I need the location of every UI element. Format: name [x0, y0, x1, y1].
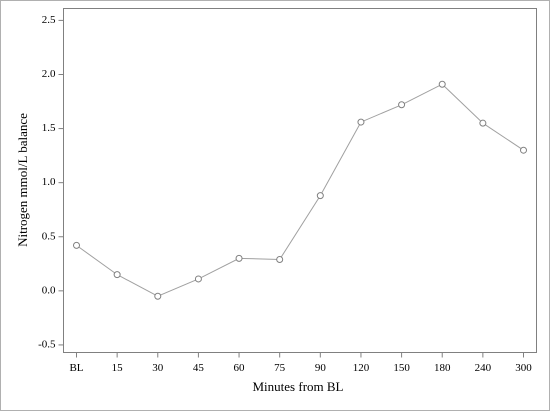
marker [398, 101, 406, 109]
marker [357, 118, 365, 126]
x-tick-label: 240 [475, 362, 492, 374]
marker [479, 119, 487, 127]
x-tick-label: 150 [393, 362, 410, 374]
x-tick-label: 15 [112, 362, 124, 374]
y-tick-label: -0.5 [38, 338, 56, 350]
marker [438, 80, 446, 88]
marker [235, 254, 243, 262]
plot-frame [63, 8, 537, 353]
x-tick-label: 45 [193, 362, 205, 374]
marker [276, 255, 284, 263]
marker [316, 192, 324, 200]
x-tick-label: 120 [353, 362, 370, 374]
x-tick-label: 300 [515, 362, 532, 374]
marker [154, 292, 162, 300]
marker [113, 271, 121, 279]
marker [194, 275, 202, 283]
y-tick-label: 2.0 [42, 68, 56, 80]
x-tick-label: 60 [234, 362, 246, 374]
x-tick-label: 180 [434, 362, 451, 374]
x-tick-label: BL [69, 362, 83, 374]
x-tick-label: 30 [152, 362, 164, 374]
y-tick-label: 1.5 [42, 122, 56, 134]
marker [73, 241, 80, 249]
x-tick-label: 90 [315, 362, 327, 374]
y-tick-label: 0.5 [42, 230, 56, 242]
x-axis-label: Minutes from BL [253, 379, 344, 394]
y-tick-label: 1.0 [42, 176, 56, 188]
x-tick-label: 75 [274, 362, 286, 374]
y-tick-label: 0.0 [42, 284, 56, 296]
marker [520, 146, 527, 154]
y-tick-label: 2.5 [42, 14, 56, 26]
y-axis-label: Nitrogen mmol/L balance [15, 113, 30, 247]
line [76, 83, 524, 297]
